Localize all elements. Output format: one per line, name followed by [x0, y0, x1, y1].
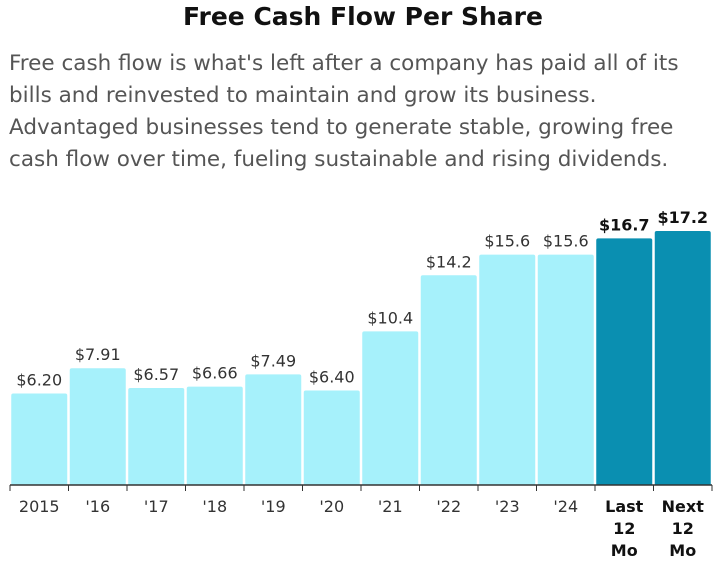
x-tick-label: 12: [672, 519, 694, 538]
x-tick-label: '16: [85, 497, 110, 516]
data-label: $6.66: [192, 364, 238, 383]
bar: [11, 393, 68, 485]
bar: [69, 368, 126, 485]
x-tick-label: 12: [613, 519, 635, 538]
bar: [479, 254, 536, 485]
data-label: $14.2: [426, 252, 472, 271]
x-tick-label: '24: [553, 497, 578, 516]
data-label: $6.57: [133, 365, 179, 384]
x-tick-label: 2015: [19, 497, 60, 516]
x-tick-label: '20: [319, 497, 344, 516]
x-tick-label: Mo: [669, 541, 696, 560]
x-tick-label: Last: [605, 497, 644, 516]
bar: [537, 254, 594, 485]
data-label: $7.91: [75, 345, 121, 364]
chart-description: Free cash flow is what's left after a co…: [9, 51, 679, 172]
bar: [362, 331, 419, 485]
data-label: $10.4: [367, 308, 413, 327]
bar: [186, 386, 243, 485]
bar: [654, 231, 711, 485]
bar: [596, 238, 653, 485]
bar: [303, 390, 360, 485]
bar: [245, 374, 302, 485]
x-tick-label: '17: [144, 497, 169, 516]
data-label: $6.40: [309, 367, 355, 386]
x-tick-label: Mo: [611, 541, 638, 560]
x-tick-label: Next: [662, 497, 705, 516]
bar-chart: $6.20 2015 $7.91 '16 $6.57 '17 $6.66 '18 $7.49 '1…: [9, 208, 713, 560]
chart-title: Free Cash Flow Per Share: [183, 2, 543, 31]
data-label: $15.6: [484, 232, 530, 251]
x-tick-label: '18: [202, 497, 227, 516]
data-label: $7.49: [250, 351, 296, 370]
data-label: $6.20: [16, 370, 62, 389]
x-tick-label: '22: [436, 497, 461, 516]
x-tick-label: '23: [495, 497, 520, 516]
bar: [128, 387, 185, 485]
data-label: $15.6: [543, 232, 589, 251]
bar: [420, 275, 477, 485]
x-tick-label: '21: [378, 497, 403, 516]
data-label: $17.2: [657, 208, 708, 227]
x-tick-label: '19: [261, 497, 286, 516]
data-label: $16.7: [599, 215, 650, 234]
